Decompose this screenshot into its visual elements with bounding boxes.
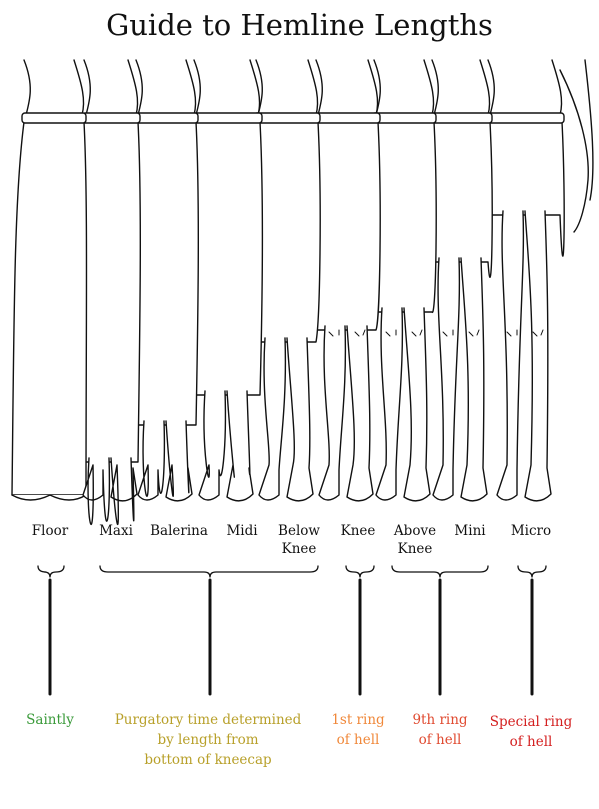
length-label-line1: Balerina — [150, 523, 208, 539]
verdict-line: of hell — [509, 734, 553, 750]
brace-group-4 — [391, 565, 489, 578]
brace-group-1 — [37, 565, 65, 578]
length-label-line1: Above — [393, 523, 437, 539]
skirt-figure-6 — [306, 59, 381, 331]
length-label-above: Above Knee — [375, 522, 455, 558]
verdict-line: 1st ring — [331, 712, 385, 728]
legs-figure-2 — [82, 457, 138, 526]
arm-line — [559, 69, 589, 233]
brace-group-5 — [517, 565, 547, 578]
length-label-line2: Knee — [397, 541, 433, 557]
legs-figure-7 — [375, 307, 431, 502]
skirt-figure-1 — [11, 59, 88, 501]
length-label-maxi: Maxi — [76, 522, 156, 540]
length-label-line1: Knee — [340, 523, 376, 539]
length-label-mini: Mini — [430, 522, 510, 540]
length-label-line1: Below — [278, 523, 320, 539]
verdict-line: by length from — [157, 732, 259, 748]
legs-figure-8 — [432, 257, 488, 502]
skirt-figure-7 — [364, 59, 437, 313]
length-label-midi: Midi — [202, 522, 282, 540]
skirt-figure-4 — [183, 59, 264, 396]
verdict-line: of hell — [336, 732, 380, 748]
length-label-line1: Micro — [510, 523, 552, 539]
verdict-line: 9th ring — [412, 712, 468, 728]
legs-figure-6 — [318, 325, 374, 502]
legs-figure-5 — [258, 337, 314, 502]
length-label-line2: Knee — [281, 541, 317, 557]
verdict-4: 9th ring of hell — [340, 710, 540, 750]
legs-figure-4 — [198, 390, 254, 502]
length-label-knee: Knee — [318, 522, 398, 540]
skirt-figure-5 — [246, 59, 321, 343]
verdict-1: Saintly — [0, 710, 150, 730]
verdict-5: Special ring of hell — [431, 712, 599, 752]
legs-figure-9 — [496, 210, 552, 502]
verdict-line: Purgatory time determined — [114, 712, 302, 728]
length-label-line1: Mini — [454, 523, 486, 539]
length-label-balerina: Balerina — [139, 522, 219, 540]
verdict-3: 1st ring of hell — [258, 710, 458, 750]
verdict-line: of hell — [418, 732, 462, 748]
length-label-line1: Maxi — [99, 523, 133, 539]
verdict-2: Purgatory time determined by length from b… — [108, 710, 308, 770]
length-label-micro: Micro — [491, 522, 571, 540]
legs-figure-3 — [137, 420, 193, 502]
brace-group-3 — [345, 565, 375, 578]
length-label-below: Below Knee — [259, 522, 339, 558]
length-label-line1: Midi — [226, 523, 258, 539]
length-label-line1: Floor — [31, 523, 69, 539]
brace-group-2 — [99, 565, 319, 578]
diagram-title: Guide to Hemline Lengths — [106, 8, 493, 42]
verdict-line: Saintly — [26, 712, 74, 728]
verdict-line: Special ring — [489, 714, 573, 730]
verdict-line: bottom of kneecap — [144, 752, 272, 768]
length-label-floor: Floor — [10, 522, 90, 540]
arm-outline — [584, 59, 594, 201]
